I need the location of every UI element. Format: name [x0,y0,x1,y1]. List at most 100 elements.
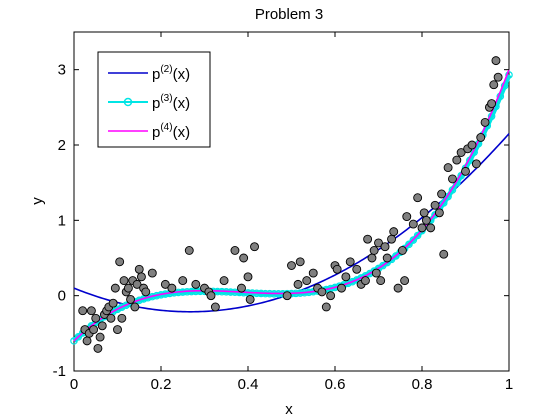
data-point [389,227,399,237]
data-point [206,291,216,301]
series-marker [70,337,78,345]
data-point [382,253,392,263]
data-point [467,140,477,150]
data-point [345,257,355,267]
legend-entry-3: p(4)(x) [108,122,190,141]
x-tick-label: 0.2 [151,376,172,393]
series-marker [405,240,413,249]
data-point [402,212,412,222]
data-point [456,148,466,157]
y-tick-label: -1 [53,363,66,380]
data-point [293,279,303,289]
data-point [491,56,501,66]
data-point [397,246,407,255]
data-point [308,268,318,278]
data-point [95,332,105,342]
data-point [341,272,351,282]
data-point [97,321,107,331]
data-point [430,200,440,210]
legend: p(2)(x) p(3)(x) p(4)(x) [97,51,211,148]
data-point [93,343,103,353]
data-point [108,298,118,308]
data-point [439,249,449,259]
data-point [317,287,327,297]
legend-marker [123,97,133,107]
data-point [130,302,140,312]
data-point [443,163,453,173]
data-point [245,294,255,304]
data-point [434,208,444,218]
data-point [367,253,377,263]
series-marker [409,236,418,244]
data-point [86,306,96,316]
y-tick-label: 2 [58,137,66,154]
data-point [250,242,259,252]
data-point [361,276,370,286]
data-point [243,272,253,282]
data-point [493,72,503,82]
data-point [374,238,383,248]
data-point [452,155,462,165]
data-point [326,291,336,301]
data-point [426,223,436,233]
data-point [376,276,386,286]
data-point [448,174,457,184]
data-point [106,313,116,323]
x-tick-label: 0 [70,376,78,393]
legend-label: p(3)(x) [152,93,190,112]
series-marker [352,276,361,284]
data-point [408,219,418,229]
y-tick-label: 0 [58,288,66,305]
data-point [369,246,379,255]
data-point [89,325,99,335]
y-tick-label: 1 [58,212,66,229]
data-point [437,189,447,199]
data-points [78,56,503,353]
y-axis-label: y [29,197,46,205]
legend-entry-1: p(2)(x) [108,64,190,83]
legend-label: p(4)(x) [152,122,190,141]
data-point [295,257,305,267]
data-point [219,276,229,286]
data-point [115,257,125,267]
series-marker [439,199,448,207]
data-point [230,246,240,255]
data-point [147,268,157,278]
data-point [471,159,481,169]
data-point [419,208,429,218]
series-marker [74,332,83,341]
data-point [82,336,92,346]
data-point [371,268,381,278]
series-marker [122,301,131,310]
data-point [136,272,146,282]
chart-title: Problem 3 [255,6,323,23]
data-point [337,283,346,293]
data-point [352,264,362,274]
data-point [191,279,201,289]
series-marker [448,186,457,194]
data-point [132,279,142,289]
y-tick-label: 3 [58,62,66,79]
data-point [282,291,292,301]
data-point [287,261,296,270]
data-point [126,294,136,304]
data-point [380,242,390,252]
data-point [134,264,144,274]
data-point [237,283,246,293]
data-point [421,215,431,225]
data-point [387,234,396,244]
x-tick-label: 0.6 [325,376,346,393]
data-point [332,264,342,274]
series-marker [413,231,422,240]
legend-label: p(2)(x) [152,64,190,83]
legend-entry-2: p(3)(x) [108,93,190,112]
data-point [117,313,127,323]
data-point [239,253,249,263]
data-point [113,325,122,335]
series-marker [392,252,400,260]
x-tick-label: 0.8 [412,376,433,393]
x-axis-label: x [285,401,293,418]
data-point [91,313,101,323]
